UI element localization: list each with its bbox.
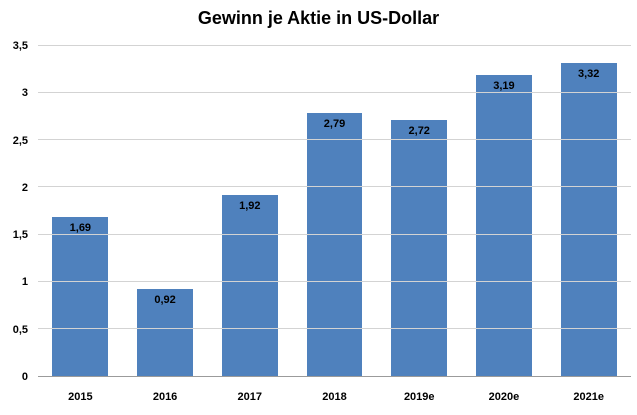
gridline (38, 92, 631, 94)
gridline (38, 280, 631, 282)
x-axis-tick-label: 2018 (322, 391, 347, 403)
y-axis-tick-label: 3 (21, 87, 28, 100)
y-axis-tick-label: 0,5 (12, 323, 28, 336)
bar-slot: 1,92 (207, 46, 292, 376)
gridline (38, 233, 631, 235)
gridline (38, 186, 631, 188)
bar: 3,32 (560, 62, 617, 376)
y-axis-tick-label: 1 (21, 276, 28, 289)
bar: 1,92 (221, 194, 278, 376)
bar-value-label: 1,92 (239, 199, 261, 212)
bar: 2,72 (391, 119, 448, 376)
bar-value-label: 3,19 (493, 80, 515, 93)
gridline (38, 45, 631, 46)
bar: 2,79 (306, 112, 363, 376)
bar: 0,92 (137, 289, 194, 376)
x-axis-tick-label: 2015 (68, 391, 93, 403)
bar-slot: 2,79 (292, 46, 377, 376)
y-axis-tick-label: 3,5 (12, 40, 28, 52)
bar-value-label: 2,79 (323, 117, 346, 130)
bar-slot: 1,69 (38, 46, 123, 376)
chart-title: Gewinn je Aktie in US-Dollar (197, 8, 440, 28)
bar-value-label: 3,32 (577, 67, 600, 80)
x-axis-tick-label: 2019e (403, 391, 435, 403)
y-axis-tick-label: 1,5 (12, 229, 28, 242)
bars-container: 1,69 0,92 1,92 2,79 2,72 3,19 3,32 (38, 46, 631, 376)
bar-value-label: 2,72 (408, 124, 430, 137)
y-axis-tick-label: 2,5 (12, 134, 28, 147)
bar: 1,69 (52, 216, 109, 376)
bar-slot: 3,32 (546, 46, 631, 376)
y-axis-tick-label: 2 (21, 181, 28, 194)
x-axis-tick-label: 2020e (488, 391, 520, 403)
gridline (38, 327, 631, 329)
bar-value-label: 0,92 (154, 294, 176, 307)
y-axis: 0 0,5 1 1,5 2 2,5 3 3,5 (0, 40, 34, 383)
y-axis-tick-label: 0 (21, 371, 28, 383)
x-axis-tick-label: 2021e (573, 391, 604, 403)
x-axis-tick-label: 2017 (237, 391, 263, 403)
gridline (38, 139, 631, 141)
bar: 3,19 (476, 75, 532, 376)
bar-slot: 3,19 (462, 46, 547, 376)
bar-value-label: 1,69 (69, 221, 92, 234)
bar-slot: 0,92 (123, 46, 208, 376)
bar-slot: 2,72 (377, 46, 462, 376)
plot-area: 1,69 0,92 1,92 2,79 2,72 3,19 3,32 (38, 45, 631, 377)
x-axis-tick-label: 2016 (152, 391, 178, 403)
x-axis: 2015 2016 2017 2018 2019e 2020e 2021e (38, 385, 631, 407)
